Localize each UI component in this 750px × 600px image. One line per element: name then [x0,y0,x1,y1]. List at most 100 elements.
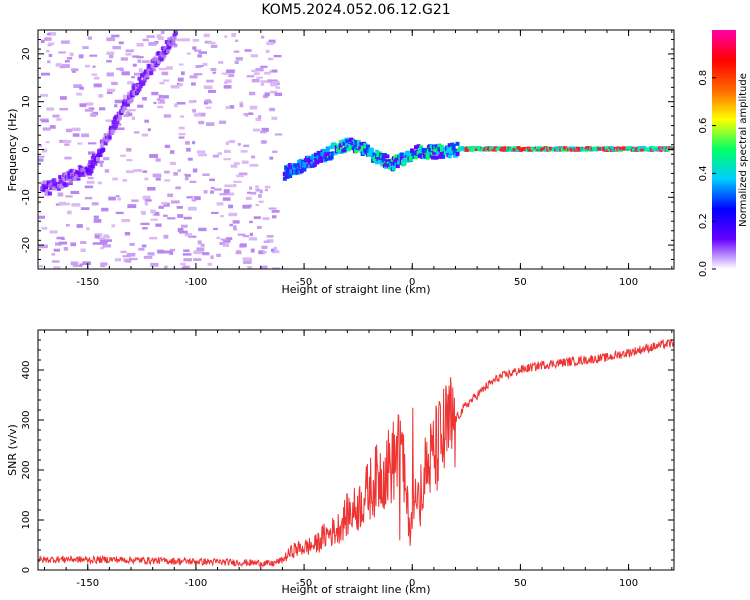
noise-cell [80,241,87,244]
noise-cell [46,107,55,111]
noise-cell [189,100,195,104]
noise-cell [271,80,280,84]
ridge-cell [324,156,329,161]
noise-cell [261,35,265,39]
noise-cell [117,123,122,126]
noise-cell [125,111,131,115]
noise-cell [76,224,83,228]
ridge-cell [672,147,674,151]
noise-cell [109,54,114,59]
ridge-cell [446,148,451,153]
noise-cell [106,90,113,94]
noise-cell [163,234,169,239]
ridge-cell [347,143,352,148]
y-tick-label: -10 [21,189,32,205]
noise-cell [47,60,51,64]
ridge-cell [45,191,50,196]
noise-cell [108,196,116,201]
noise-cell [38,144,43,148]
noise-cell [231,33,236,37]
noise-cell [127,204,137,209]
noise-cell [104,239,112,242]
noise-cell [149,236,158,240]
noise-cell [255,117,262,122]
noise-cell [228,73,235,78]
y-tick-label: 0 [21,146,32,152]
noise-cell [63,247,69,251]
noise-cell [253,216,261,220]
noise-cell [97,181,103,185]
ridge-cell [112,120,117,125]
noise-cell [126,147,132,152]
noise-cell [178,63,184,66]
noise-cell [223,189,230,194]
ridge-cell [354,148,359,153]
ridge-cell [129,98,134,103]
noise-cell [203,100,209,105]
ridge-cell [307,164,312,169]
ridge-cell [352,143,357,148]
noise-cell [180,115,185,118]
noise-cell [250,248,255,253]
noise-cell [174,103,178,108]
ridge-cell [142,78,147,83]
noise-cell [46,32,51,36]
noise-cell [150,218,158,221]
noise-cell [174,43,178,47]
noise-cell [167,193,174,198]
ridge-cell [125,102,130,107]
ridge-cell [112,125,117,130]
noise-cell [258,200,264,203]
noise-cell [41,119,49,123]
noise-cell [142,170,148,173]
ridge-cell [359,142,364,147]
noise-cell [70,68,79,72]
ridge-cell [80,170,85,175]
noise-cell [176,205,183,209]
noise-cell [131,116,136,120]
noise-cell [250,54,259,58]
noise-cell [91,202,99,206]
noise-cell [272,150,278,153]
noise-cell [60,96,67,100]
noise-cell [63,140,72,144]
noise-cell [220,215,224,218]
ridge-cell [173,31,178,36]
ridge-cell [385,154,390,159]
noise-cell [198,153,208,157]
ridge-cell [447,143,452,148]
ridge-cell [642,146,647,150]
noise-cell [41,227,48,230]
noise-cell [163,114,171,118]
noise-cell [159,82,165,85]
ridge-cell [406,158,411,163]
ridge-cell [394,154,399,159]
noise-cell [90,112,97,117]
noise-cell [206,79,214,83]
noise-cell [164,265,168,269]
noise-cell [274,133,283,136]
ridge-cell [114,123,119,128]
ridge-cell [629,147,634,151]
noise-cell [71,127,81,132]
noise-cell [167,217,176,220]
noise-cell [181,38,190,42]
noise-cell [100,262,108,266]
ridge-cell [609,146,614,150]
noise-cell [104,169,110,173]
noise-cell [243,261,252,264]
noise-cell [251,69,257,73]
ridge-cell [354,139,359,144]
ridge-cell [291,165,296,170]
x-tick-label: -50 [296,277,312,288]
ridge-cell [85,166,90,171]
noise-cell [223,149,231,153]
noise-cell [86,180,95,184]
noise-cell [220,238,228,241]
noise-cell [232,220,240,224]
noise-cell [225,237,233,241]
noise-cell [82,261,91,266]
ridge-cell [337,149,342,154]
noise-cell [164,170,170,174]
ridge-cell [167,44,172,49]
